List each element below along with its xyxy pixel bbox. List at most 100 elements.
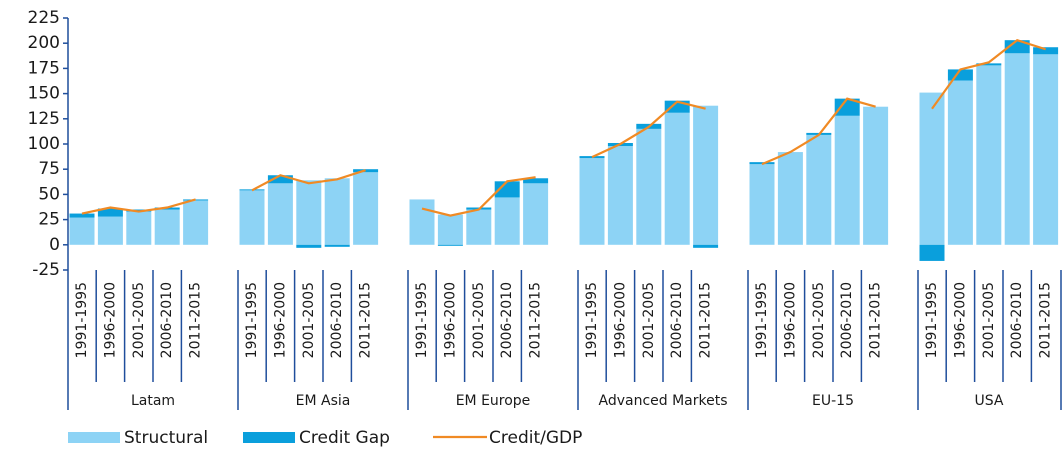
x-tick-label: 2006-2010 — [669, 282, 685, 358]
x-tick-label: 1991-1995 — [754, 282, 770, 358]
x-tick-label: 1996-2000 — [272, 282, 288, 358]
bar — [69, 217, 95, 245]
bar — [806, 134, 832, 245]
bar — [296, 180, 322, 245]
x-tick-label: 2001-2005 — [641, 282, 657, 358]
bar — [1033, 54, 1059, 245]
bar — [296, 244, 322, 248]
y-tick-label: 225 — [28, 8, 60, 28]
legend-label: Credit/GDP — [489, 428, 582, 448]
x-tick-label: 1991-1995 — [414, 282, 430, 358]
group-label: USA — [975, 393, 1004, 409]
x-tick-label: 2001-2005 — [981, 282, 997, 358]
x-tick-label: 2001-2005 — [301, 282, 317, 358]
bar — [409, 199, 435, 245]
bar — [1004, 53, 1030, 245]
bar — [97, 216, 123, 245]
bar — [579, 158, 605, 245]
x-tick-label: 2011-2015 — [528, 282, 544, 358]
bar — [976, 63, 1002, 66]
bar — [154, 209, 180, 245]
bar — [976, 65, 1002, 245]
legend-label: Structural — [124, 428, 208, 448]
bar — [919, 244, 945, 261]
x-tick-label: 2001-2005 — [131, 282, 147, 358]
bar — [353, 172, 379, 245]
y-tick-label: 25 — [38, 210, 60, 230]
bar — [636, 128, 662, 245]
group-label: Advanced Markets — [598, 393, 727, 409]
x-tick-label: 1991-1995 — [74, 282, 90, 358]
x-tick-label: 2006-2010 — [839, 282, 855, 358]
y-tick-label: 50 — [38, 184, 60, 204]
x-tick-label: 1996-2000 — [102, 282, 118, 358]
bar — [749, 164, 775, 245]
x-tick-label: 2006-2010 — [329, 282, 345, 358]
bar — [919, 92, 945, 245]
bar — [947, 80, 973, 245]
y-tick-label: 75 — [38, 159, 60, 179]
x-tick-label: 2011-2015 — [1038, 282, 1054, 358]
legend-swatch — [68, 432, 120, 443]
bar — [1033, 47, 1059, 55]
bar — [494, 197, 520, 245]
bar — [777, 152, 803, 245]
x-tick-label: 2011-2015 — [698, 282, 714, 358]
x-tick-label: 2006-2010 — [499, 282, 515, 358]
x-tick-label: 2011-2015 — [188, 282, 204, 358]
line — [251, 169, 366, 192]
y-tick-label: 175 — [28, 58, 60, 78]
group-label: Latam — [131, 393, 175, 409]
bar — [523, 178, 549, 184]
bar — [863, 106, 889, 245]
bar — [693, 244, 719, 248]
x-tick-label: 2006-2010 — [159, 282, 175, 358]
group-label: EM Asia — [296, 393, 351, 409]
bar — [607, 146, 633, 245]
x-tick-label: 1996-2000 — [612, 282, 628, 358]
bar — [834, 98, 860, 116]
x-tick-label: 2001-2005 — [811, 282, 827, 358]
bar — [267, 183, 293, 245]
bar — [466, 209, 492, 245]
line — [591, 100, 706, 159]
bar — [437, 244, 463, 246]
x-tick-label: 1991-1995 — [244, 282, 260, 358]
bar — [69, 213, 95, 218]
bar — [267, 175, 293, 184]
bar — [523, 183, 549, 245]
bar — [324, 178, 350, 245]
bar — [97, 208, 123, 217]
bar — [239, 190, 265, 245]
bar — [494, 181, 520, 198]
bar — [183, 200, 209, 245]
bar — [437, 214, 463, 245]
bar — [834, 115, 860, 245]
line — [421, 176, 536, 217]
group-label: EM Europe — [456, 393, 531, 409]
y-tick-label: 200 — [28, 33, 60, 53]
y-tick-label: 100 — [28, 134, 60, 154]
x-tick-label: 2006-2010 — [1009, 282, 1025, 358]
bar — [1004, 40, 1030, 54]
group-label: EU-15 — [812, 393, 854, 409]
x-tick-label: 1996-2000 — [952, 282, 968, 358]
x-tick-label: 1996-2000 — [782, 282, 798, 358]
x-tick-label: 1991-1995 — [584, 282, 600, 358]
bar — [693, 105, 719, 245]
line — [761, 97, 876, 166]
legend-swatch — [243, 432, 295, 443]
y-tick-label: -25 — [32, 260, 60, 280]
x-tick-label: 2011-2015 — [358, 282, 374, 358]
legend-label: Credit Gap — [299, 428, 390, 448]
x-tick-label: 1996-2000 — [442, 282, 458, 358]
bar — [324, 244, 350, 247]
bar — [947, 69, 973, 81]
y-tick-label: 150 — [28, 84, 60, 104]
bar — [126, 211, 152, 245]
x-tick-label: 1991-1995 — [924, 282, 940, 358]
y-tick-label: 125 — [28, 109, 60, 129]
line — [81, 198, 196, 215]
x-tick-label: 2011-2015 — [868, 282, 884, 358]
